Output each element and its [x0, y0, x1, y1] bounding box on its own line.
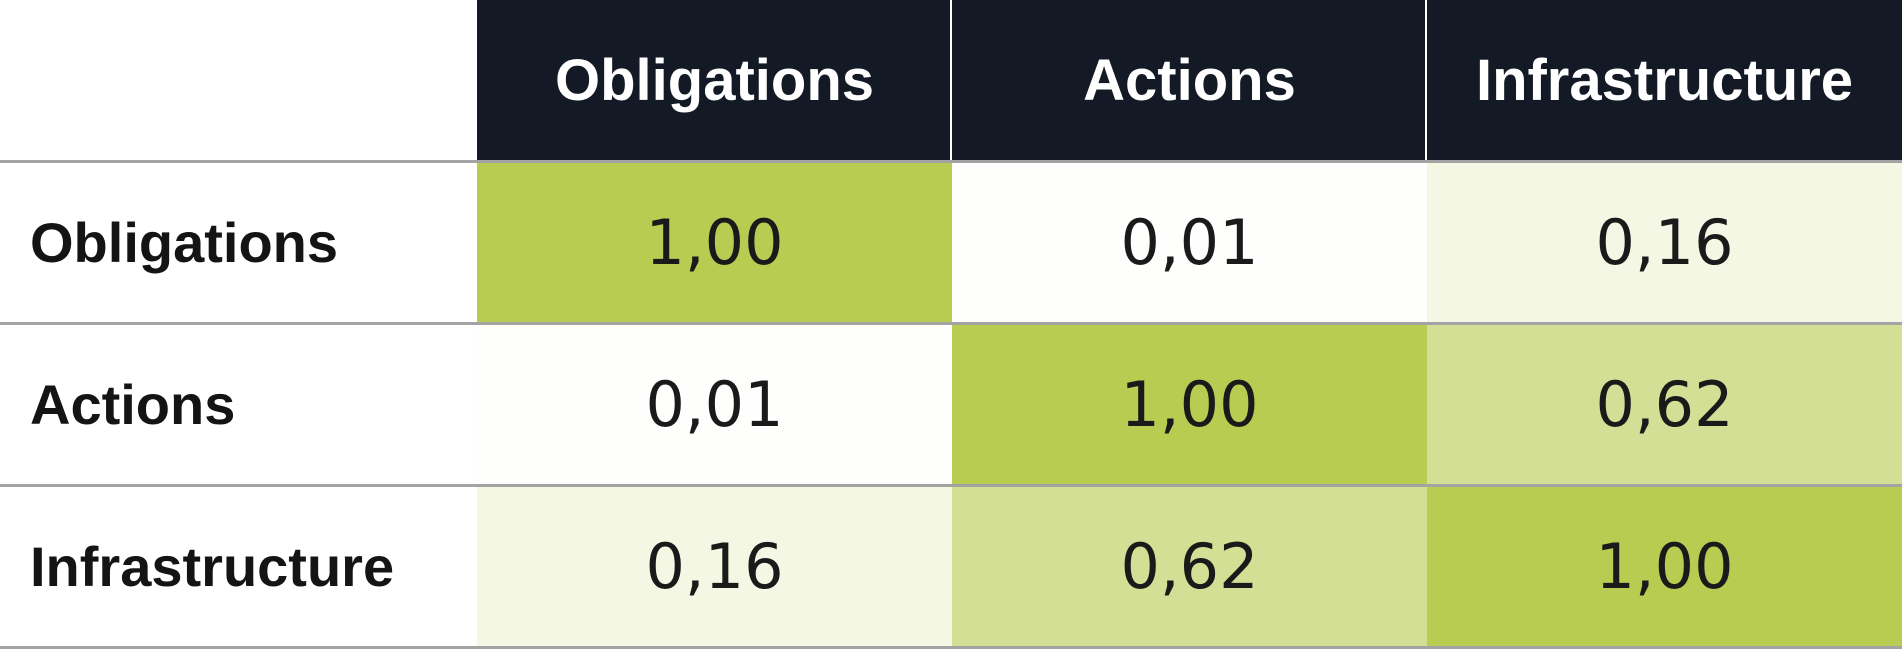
heatmap-cell-obligations-actions: 0,01 [952, 161, 1427, 323]
row-label-infrastructure: Infrastructure [30, 534, 395, 598]
heatmap-cell-actions-infrastructure: 0,62 [1427, 323, 1902, 485]
heatmap-cell-obligations-obligations: 1,00 [477, 161, 952, 323]
heatmap-cell-infrastructure-obligations: 0,16 [477, 485, 952, 647]
heatmap-cell-infrastructure-actions: 0,62 [952, 485, 1427, 647]
heatmap-cell-actions-actions: 1,00 [952, 323, 1427, 485]
column-header-actions: Actions [952, 0, 1427, 161]
row-divider [0, 646, 1902, 649]
row-divider [0, 484, 1902, 487]
header-divider [950, 0, 952, 161]
heatmap-cell-obligations-infrastructure: 0,16 [1427, 161, 1902, 323]
row-divider [0, 160, 1902, 163]
column-header-obligations: Obligations [477, 0, 952, 161]
heatmap-cell-actions-obligations: 0,01 [477, 323, 952, 485]
row-label-actions: Actions [30, 372, 236, 436]
row-divider [0, 322, 1902, 325]
row-label-obligations: Obligations [30, 210, 338, 274]
column-header-infrastructure: Infrastructure [1427, 0, 1902, 161]
header-divider [1425, 0, 1427, 161]
heatmap-cell-infrastructure-infrastructure: 1,00 [1427, 485, 1902, 647]
